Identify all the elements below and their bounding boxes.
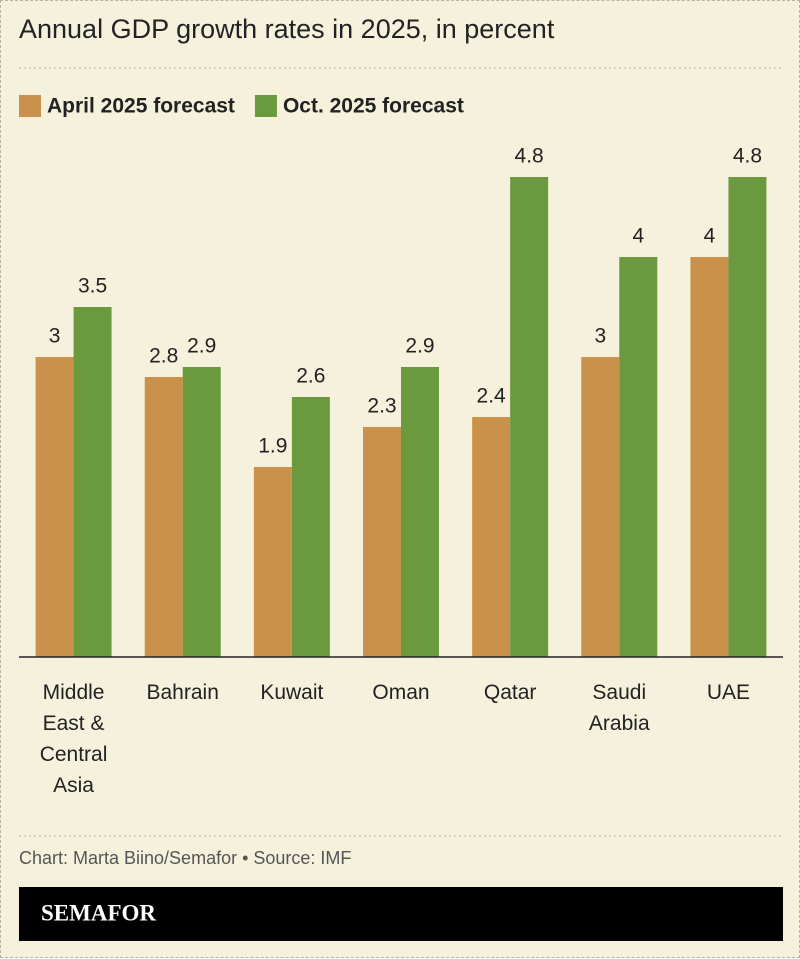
data-label: 3.5	[78, 275, 107, 298]
bar	[144, 377, 183, 657]
legend-label: April 2025 forecast	[47, 95, 235, 118]
data-label: 4	[704, 225, 716, 248]
bar	[291, 397, 330, 657]
x-tick-label: Middle East & Central Asia	[39, 681, 108, 797]
x-tick-label: UAE	[706, 681, 751, 704]
bar	[363, 427, 401, 657]
data-label: 2.8	[149, 345, 178, 368]
bar	[182, 367, 221, 657]
source: Chart: Marta Biino/Semafor • Source: IMF	[19, 848, 351, 868]
x-tick-label: Oman	[372, 681, 430, 704]
bar	[619, 257, 658, 657]
data-label: 2.9	[187, 335, 216, 358]
chart-title: Annual GDP growth rates in 2025, in perc…	[19, 14, 555, 44]
bar	[728, 177, 767, 657]
legend-swatch	[19, 95, 41, 117]
data-label: 4	[632, 225, 644, 248]
data-label: 2.3	[367, 395, 396, 418]
legend-swatch	[254, 95, 277, 117]
data-label: 2.4	[477, 385, 507, 408]
data-label: 3	[594, 325, 606, 348]
data-label: 3	[49, 325, 61, 348]
bar	[401, 367, 439, 657]
bar	[690, 257, 729, 657]
x-tick-label: Saudi Arabia	[588, 681, 650, 735]
bar	[472, 417, 511, 657]
x-tick-label: Qatar	[483, 681, 537, 704]
bar	[510, 177, 549, 657]
brand-bar	[19, 887, 783, 941]
x-tick-label: Bahrain	[146, 681, 219, 704]
bar	[581, 357, 620, 657]
legend-label: Oct. 2025 forecast	[283, 95, 464, 118]
brand: SEMAFOR	[41, 900, 156, 925]
data-label: 2.9	[405, 335, 434, 358]
bar	[35, 357, 74, 657]
bar	[73, 307, 112, 657]
data-label: 1.9	[258, 435, 287, 458]
data-label: 4.8	[515, 145, 544, 168]
x-tick-label: Kuwait	[260, 681, 324, 704]
bar	[253, 467, 292, 657]
data-label: 2.6	[296, 365, 325, 388]
data-label: 4.8	[733, 145, 762, 168]
